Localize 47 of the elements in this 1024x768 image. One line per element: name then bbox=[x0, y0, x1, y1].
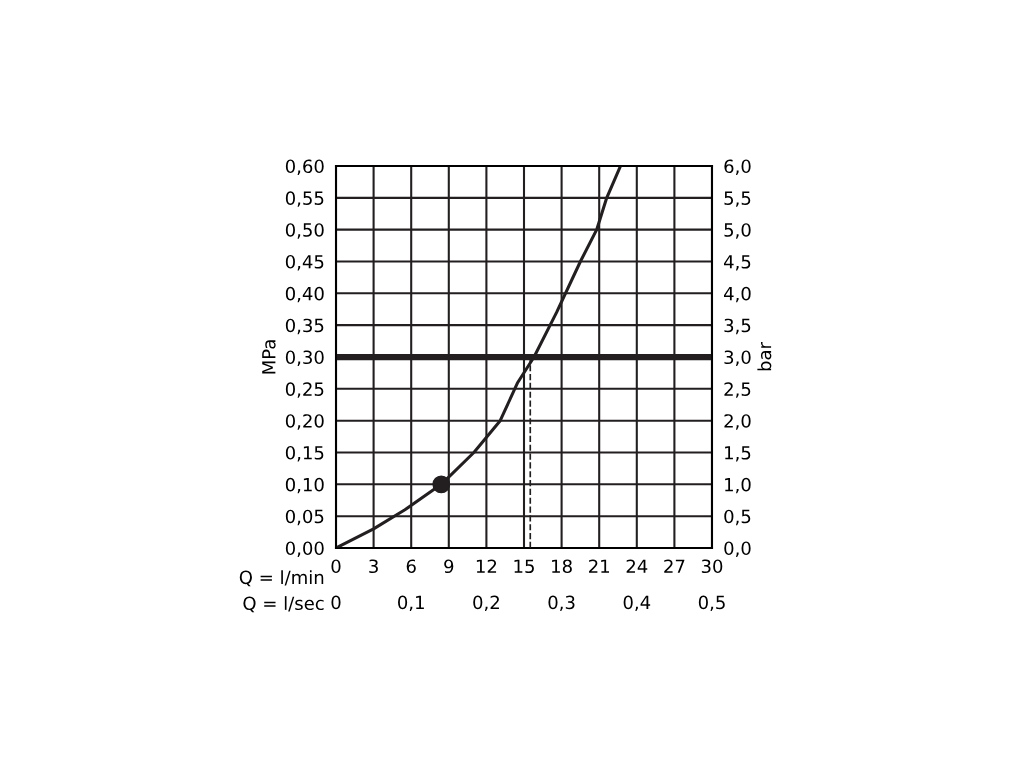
y-tick-label: 0,00 bbox=[285, 541, 324, 557]
y-tick-label: 0,35 bbox=[285, 318, 324, 335]
y-tick-label: 0,55 bbox=[285, 191, 324, 207]
y2-tick-label: 6,0 bbox=[724, 159, 751, 175]
x2-tick-label: 0,2 bbox=[473, 595, 499, 612]
x-tick-label: 18 bbox=[552, 559, 572, 574]
y-tick-label: 0,40 bbox=[285, 286, 324, 303]
x-tick-label: 27 bbox=[664, 559, 685, 573]
y2-tick-label: 4,5 bbox=[723, 255, 751, 271]
x2-tick-label: 0 bbox=[331, 595, 341, 610]
y2-tick-label: 3,0 bbox=[724, 350, 751, 366]
x-tick-label: 15 bbox=[514, 559, 534, 574]
y2-tick-label: 3,5 bbox=[724, 318, 751, 335]
x-tick-label: 0 bbox=[331, 559, 341, 574]
y-tick-label: 0,45 bbox=[285, 254, 324, 271]
x-tick-label: 9 bbox=[444, 559, 454, 574]
y2-tick-label: 4,0 bbox=[723, 286, 751, 303]
x-tick-label: 6 bbox=[406, 559, 416, 574]
x-tick-label: 21 bbox=[589, 559, 610, 573]
x2-tick-label: 0,1 bbox=[398, 595, 424, 612]
y2-axis-title: bar bbox=[757, 342, 772, 371]
x2-axis-title: Q = l/sec bbox=[243, 596, 324, 613]
y-tick-label: 0,05 bbox=[285, 509, 324, 526]
x-tick-label: 24 bbox=[626, 559, 648, 573]
y2-tick-label: 2,0 bbox=[724, 414, 751, 430]
y2-tick-label: 5,5 bbox=[724, 191, 751, 207]
x-tick-label: 12 bbox=[476, 559, 497, 573]
x2-tick-label: 0,3 bbox=[548, 595, 575, 612]
y-tick-label: 0,50 bbox=[285, 223, 324, 239]
x-tick-label: 30 bbox=[701, 559, 723, 574]
y-tick-label: 0,60 bbox=[285, 159, 324, 175]
y-tick-label: 0,15 bbox=[285, 445, 324, 462]
y2-tick-label: 2,5 bbox=[724, 382, 751, 398]
y-tick-label: 0,10 bbox=[285, 477, 324, 494]
y2-tick-label: 5,0 bbox=[724, 223, 751, 239]
y2-tick-label: 1,5 bbox=[725, 446, 751, 462]
x-tick-label: 3 bbox=[369, 559, 378, 574]
y-tick-label: 0,25 bbox=[285, 382, 324, 398]
y-tick-label: 0,20 bbox=[285, 414, 324, 430]
y2-tick-label: 0,5 bbox=[724, 509, 751, 526]
y-tick-label: 0,30 bbox=[285, 350, 324, 366]
y2-tick-label: 0,0 bbox=[724, 541, 751, 557]
x2-tick-label: 0,4 bbox=[623, 595, 651, 612]
x2-tick-label: 0,5 bbox=[698, 595, 725, 612]
x-axis-title: Q = l/min bbox=[239, 570, 324, 587]
y2-tick-label: 1,0 bbox=[725, 477, 751, 494]
y-axis-title: MPa bbox=[262, 340, 276, 374]
